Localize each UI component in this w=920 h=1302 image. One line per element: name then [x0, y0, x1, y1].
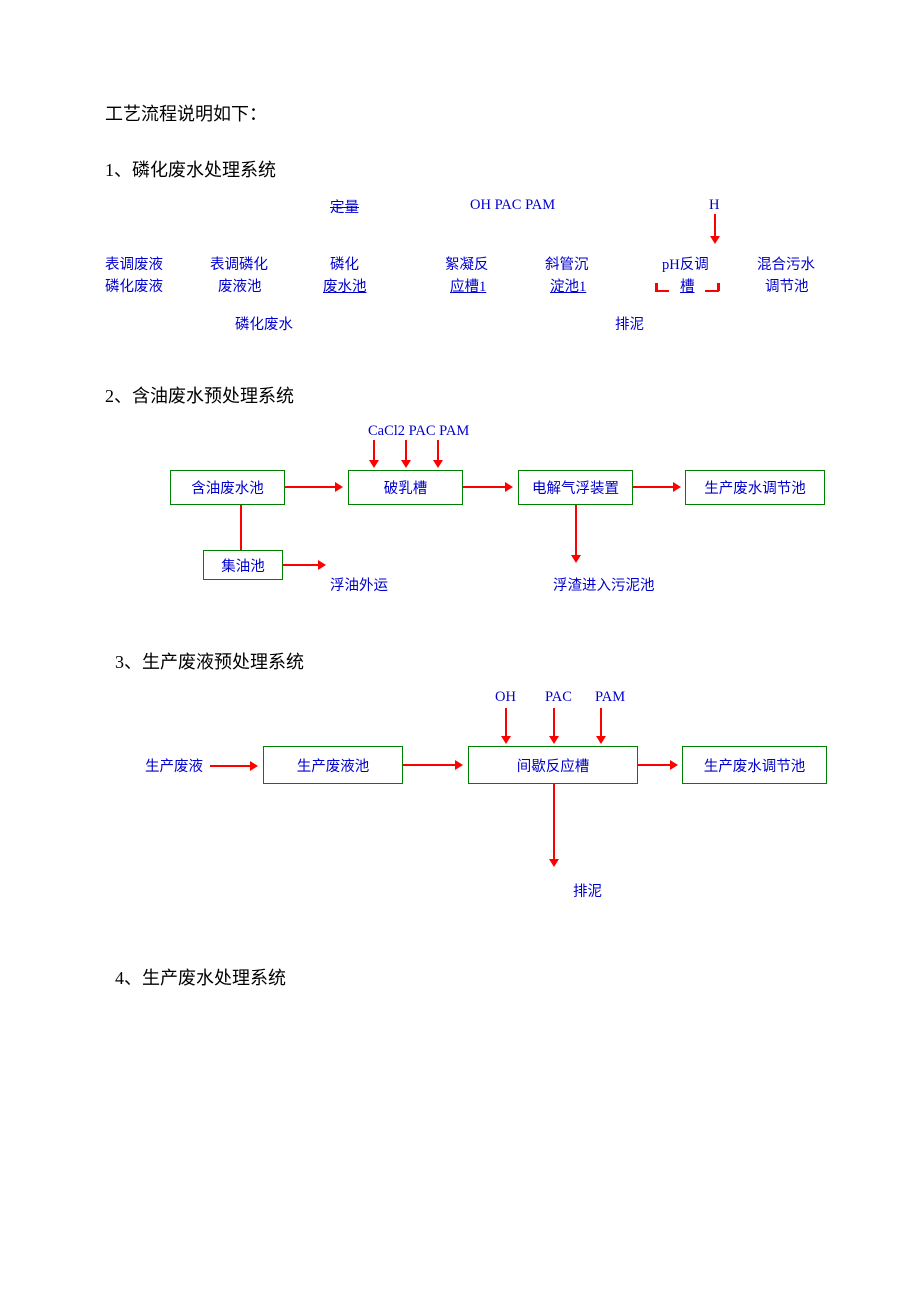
s2-top: CaCl2 PAC PAM [368, 420, 469, 442]
ph-bracket-left-v [655, 283, 658, 291]
s3-d1 [505, 708, 507, 736]
label-dingliang: 定量 [330, 197, 359, 219]
s1-c4l1: 斜管沉 [545, 254, 589, 276]
s1-c0l1: 表调废液 [105, 254, 163, 276]
s2-n1: 含油废水池 [170, 470, 285, 505]
diagram-3: OH PAC PAM 生产废液 生产废液池 间歇反应槽 生产废水调节池 排泥 [105, 686, 845, 946]
s2-down-2 [405, 440, 407, 460]
page-title: 工艺流程说明如下： [105, 100, 860, 126]
section-3-heading: 3、生产废液预处理系统 [115, 648, 860, 674]
s1-c1l2: 废液池 [218, 276, 262, 298]
s1-paini: 排泥 [615, 314, 644, 336]
s3-a1 [403, 764, 455, 766]
s1-c3l2: 应槽1 [450, 276, 486, 298]
section-1-heading: 1、磷化废水处理系统 [105, 156, 860, 182]
s2-n5-out [283, 564, 318, 566]
label-oh-pac-pam: OH PAC PAM [470, 194, 555, 216]
s3-d3 [600, 708, 602, 736]
s2-n4: 生产废水调节池 [685, 470, 825, 505]
s2-n5: 集油池 [203, 550, 283, 580]
s1-c5l2: 槽 [680, 276, 695, 298]
s3-b1: 排泥 [573, 881, 602, 903]
s1-c5l1: pH反调 [662, 254, 709, 276]
s2-a2 [463, 486, 505, 488]
s3-input: 生产废液 [145, 756, 203, 778]
s1-c1l1: 表调磷化 [210, 254, 268, 276]
s3-a0 [210, 765, 250, 767]
s3-n3: 生产废水调节池 [682, 746, 827, 784]
s3-n1: 生产废液池 [263, 746, 403, 784]
s2-n3: 电解气浮装置 [518, 470, 633, 505]
ph-bracket-right-v [717, 283, 720, 291]
section-4-heading: 4、生产废水处理系统 [115, 964, 860, 990]
s2-a3 [633, 486, 673, 488]
s1-c0l2: 磷化废液 [105, 276, 163, 298]
s1-phoswater: 磷化废水 [235, 314, 293, 336]
s1-c3l1: 絮凝反 [445, 254, 489, 276]
s3-n2: 间歇反应槽 [468, 746, 638, 784]
s3-d2 [553, 708, 555, 736]
s2-b1: 浮油外运 [330, 575, 388, 597]
s3-pac: PAC [545, 686, 572, 708]
s3-pam: PAM [595, 686, 625, 708]
s1-c6l1: 混合污水 [757, 254, 815, 276]
s3-oh: OH [495, 686, 516, 708]
s3-down-n2 [553, 784, 555, 859]
s2-down-n3 [575, 505, 577, 555]
s2-n2: 破乳槽 [348, 470, 463, 505]
s1-c2l2: 废水池 [323, 276, 367, 298]
s1-c2l1: 磷化 [330, 254, 359, 276]
s2-down-3 [437, 440, 439, 460]
s2-a1 [285, 486, 335, 488]
s2-b2: 浮渣进入污泥池 [553, 575, 655, 597]
diagram-1: 定量 OH PAC PAM H 表调废液 磷化废液 表调磷化 废液池 磷化 废水… [105, 194, 845, 364]
arrow-h-down [714, 214, 716, 236]
s1-c4l2: 淀池1 [550, 276, 586, 298]
s2-down-1 [373, 440, 375, 460]
s3-a2 [638, 764, 670, 766]
section-2-heading: 2、含油废水预处理系统 [105, 382, 860, 408]
s2-down-n1 [240, 505, 242, 550]
s1-c6l2: 调节池 [765, 276, 809, 298]
diagram-2: CaCl2 PAC PAM 含油废水池 破乳槽 电解气浮装置 生产废水调节池 集… [105, 420, 845, 630]
